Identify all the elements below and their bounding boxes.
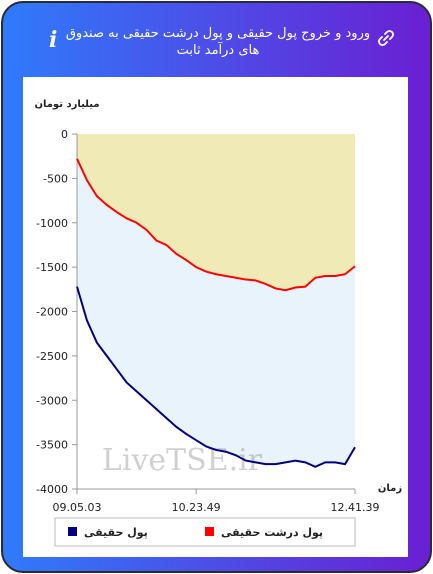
legend-label: پول حقیقی <box>84 526 148 539</box>
watermark: LiveTSE.ir <box>102 443 263 478</box>
area-top <box>77 134 355 291</box>
x-tick-label: 09.05.03 <box>53 501 102 514</box>
y-axis-label: میلیارد تومان <box>34 99 99 110</box>
link-icon[interactable] <box>377 29 395 47</box>
x-axis-label: زمان <box>378 483 402 494</box>
legend-label: پول درشت حقیقی <box>221 526 323 539</box>
legend-swatch <box>205 527 214 536</box>
series-line <box>76 286 356 468</box>
y-tick-label: -500 <box>43 172 68 185</box>
header-title: ورود و خروج پول حقیقی و پول درشت حقیقی ب… <box>65 26 371 58</box>
area-between <box>77 158 355 467</box>
y-tick-label: -1500 <box>36 261 68 274</box>
x-tick-label: 10.23.49 <box>172 501 221 514</box>
info-icon[interactable]: i <box>49 27 58 53</box>
y-tick-label: -4000 <box>36 483 68 496</box>
series-line <box>76 158 356 292</box>
y-tick-label: -1000 <box>36 217 68 230</box>
y-tick-label: -2000 <box>36 306 68 319</box>
x-tick-label: 12.41.39 <box>331 501 380 514</box>
y-tick-label: -3500 <box>36 439 68 452</box>
y-tick-label: -2500 <box>36 350 68 363</box>
y-tick-label: -3000 <box>36 394 68 407</box>
y-tick-label: 0 <box>61 128 68 141</box>
legend-swatch <box>68 527 77 536</box>
